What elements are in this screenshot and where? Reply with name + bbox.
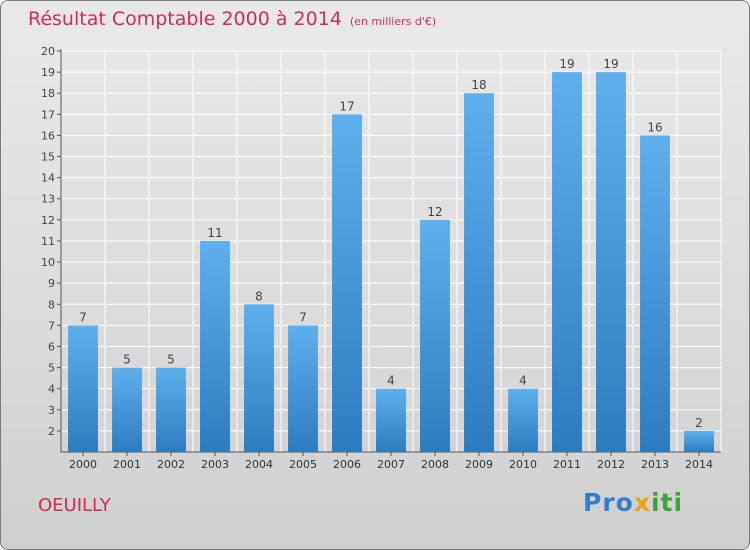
bar-2000 [68, 325, 98, 452]
y-tick-label: 13 [41, 193, 55, 206]
data-label: 12 [427, 205, 442, 219]
x-tick-label: 2010 [509, 458, 537, 471]
x-tick-label: 2003 [201, 458, 229, 471]
y-tick-label: 8 [48, 298, 55, 311]
y-tick-label: 14 [41, 172, 55, 185]
y-tick-label: 2 [48, 425, 55, 438]
data-label: 18 [471, 78, 486, 92]
data-label: 4 [519, 374, 527, 388]
bar-2012 [596, 72, 626, 453]
x-tick-label: 2004 [245, 458, 273, 471]
bar-2006 [332, 114, 362, 452]
bar-2002 [156, 367, 186, 452]
y-tick-labels: 2 3 4 5 6 7 8 9 10 11 12 13 14 15 16 17 18 19 20 [41, 45, 55, 438]
y-tick-label: 20 [41, 45, 55, 58]
y-tick-label: 7 [48, 319, 55, 332]
data-label: 5 [167, 353, 175, 367]
bar-2007 [376, 388, 406, 452]
data-label: 8 [255, 289, 263, 303]
y-tick-label: 18 [41, 87, 55, 100]
data-label: 16 [647, 120, 662, 134]
data-label: 4 [387, 374, 395, 388]
x-tick-label: 2005 [289, 458, 317, 471]
y-tick-label: 11 [41, 235, 55, 248]
bar-2009 [464, 93, 494, 453]
x-tick-label: 2011 [553, 458, 581, 471]
y-tick-label: 10 [41, 256, 55, 269]
data-label: 7 [299, 310, 307, 324]
x-tick-label: 2013 [641, 458, 669, 471]
y-tick-label: 19 [41, 66, 55, 79]
y-tick-label: 12 [41, 214, 55, 227]
bar-2004 [244, 304, 274, 452]
x-tick-label: 2006 [333, 458, 361, 471]
data-label: 19 [603, 57, 618, 71]
x-tick-label: 2009 [465, 458, 493, 471]
bars [68, 72, 714, 453]
x-tick-label: 2014 [685, 458, 713, 471]
title-text: Résultat Comptable 2000 à 2014 [28, 8, 342, 30]
bar-2014 [684, 430, 714, 452]
commune-name: OEUILLY [38, 495, 111, 516]
y-tick-label: 15 [41, 151, 55, 164]
x-tick-label: 2012 [597, 458, 625, 471]
x-tick-label: 2001 [113, 458, 141, 471]
data-label: 5 [123, 353, 131, 367]
x-tick-label: 2008 [421, 458, 449, 471]
data-label: 2 [695, 416, 703, 430]
bar-2005 [288, 325, 318, 452]
data-label: 11 [207, 226, 222, 240]
x-tick-label: 2002 [157, 458, 185, 471]
x-tick-label: 2000 [69, 458, 97, 471]
y-tick-label: 16 [41, 129, 55, 142]
data-label: 17 [339, 99, 354, 113]
bar-2013 [640, 135, 670, 452]
bar-2011 [552, 72, 582, 453]
x-tick-labels: 2000 2001 2002 2003 2004 2005 2006 2007 2008 2009… [69, 458, 713, 471]
y-tick-label: 6 [48, 340, 55, 353]
bar-2003 [200, 240, 230, 452]
y-tick-label: 17 [41, 108, 55, 121]
chart-subtitle: (en milliers d'€) [349, 15, 437, 28]
y-tick-label: 3 [48, 404, 55, 417]
bar-2001 [112, 367, 142, 452]
y-tick-label: 5 [48, 362, 55, 375]
chart-title: Résultat Comptable 2000 à 2014 (en millie… [28, 8, 436, 30]
proxiti-logo: Proxiti [583, 488, 684, 517]
data-label: 19 [559, 57, 574, 71]
data-labels: 7 5 5 11 8 7 17 4 12 18 4 19 19 16 2 [79, 57, 703, 430]
y-tick-label: 9 [48, 277, 55, 290]
data-label: 7 [79, 310, 87, 324]
y-tick-label: 4 [48, 383, 55, 396]
bar-2008 [420, 219, 450, 452]
bar-2010 [508, 388, 538, 452]
x-tick-label: 2007 [377, 458, 405, 471]
